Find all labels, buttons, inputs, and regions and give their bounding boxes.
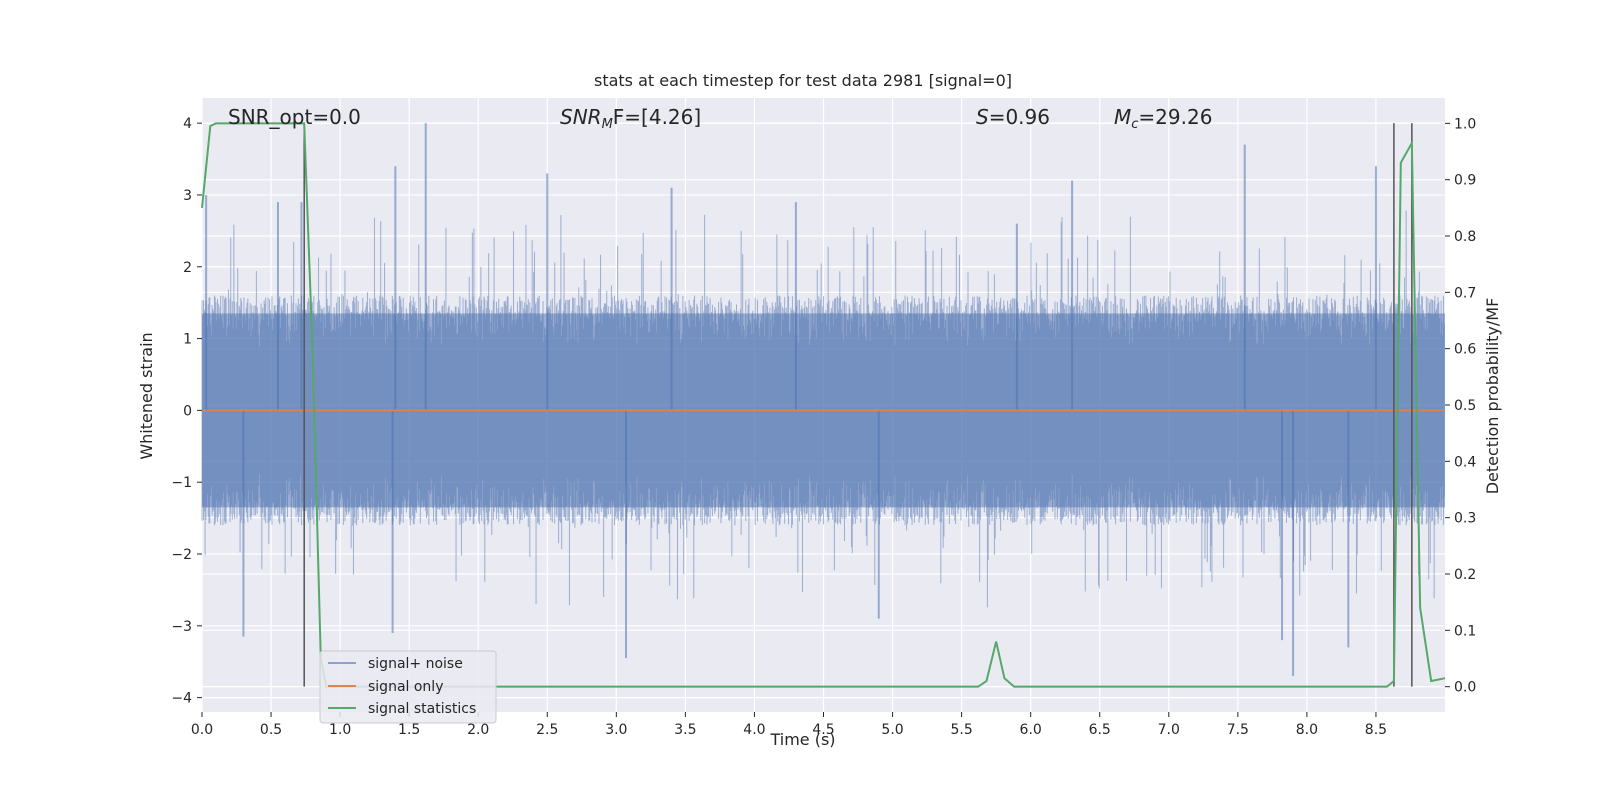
annotation-mc-sub: c	[1131, 117, 1138, 132]
annotation-mc-base: M	[1114, 105, 1131, 129]
y-left-axis-ticks: 4 3 2 1 0 −1 −2 −3 −4	[171, 116, 202, 707]
annotation-mc-val: =29.26	[1138, 105, 1212, 129]
annotation-s-val: =0.96	[989, 105, 1050, 129]
x-tick-label: 5.5	[950, 722, 972, 738]
y-left-tick-label: 3	[183, 188, 192, 204]
y-left-tick-label: −1	[171, 475, 192, 491]
y-right-tick-label: 0.1	[1454, 623, 1476, 639]
y-right-axis-ticks: 1.0 0.9 0.8 0.7 0.6 0.5 0.4 0.3 0.2 0.1 0.0	[1445, 116, 1476, 696]
vertical-markers	[303, 123, 1413, 687]
legend-label-signal-only: signal only	[368, 679, 443, 695]
annotation-snr-mf-rest: F=[4.26]	[613, 105, 701, 129]
y-right-tick-label: 0.4	[1454, 454, 1476, 470]
x-tick-label: 7.5	[1227, 722, 1249, 738]
x-tick-label: 5.0	[881, 722, 903, 738]
y-right-tick-label: 0.6	[1454, 342, 1476, 358]
y-right-tick-label: 0.8	[1454, 229, 1476, 245]
x-tick-label: 4.5	[812, 722, 834, 738]
x-tick-label: 1.0	[329, 722, 351, 738]
y-left-tick-label: −4	[171, 691, 192, 707]
legend-label-signal-statistics: signal statistics	[368, 701, 476, 717]
x-tick-label: 7.0	[1158, 722, 1180, 738]
legend-label-signal-noise: signal+ noise	[368, 656, 463, 672]
x-tick-label: 3.5	[674, 722, 696, 738]
x-tick-label: 0.0	[191, 722, 213, 738]
y-left-tick-label: −3	[171, 619, 192, 635]
annotation-s-var: S	[976, 105, 989, 129]
y-left-axis-label: Whitened strain	[137, 332, 156, 459]
legend-box	[319, 650, 497, 724]
x-tick-label: 8.0	[1296, 722, 1318, 738]
annotation-mc: Mc=29.26	[1114, 105, 1212, 132]
legend: signal+ noise signal only signal statist…	[319, 650, 497, 724]
y-right-tick-label: 0.9	[1454, 173, 1476, 189]
y-left-tick-label: −2	[171, 547, 192, 563]
y-left-tick-label: 4	[183, 116, 192, 132]
x-tick-label: 1.5	[398, 722, 420, 738]
y-left-tick-label: 2	[183, 260, 192, 276]
x-tick-label: 6.5	[1089, 722, 1111, 738]
x-axis-label: Time (s)	[769, 730, 835, 749]
y-right-tick-label: 0.7	[1454, 285, 1476, 301]
annotation-snr-mf-sub: M	[602, 117, 613, 132]
y-left-tick-label: 0	[183, 403, 192, 419]
x-axis-ticks: 0.0 0.5 1.0 1.5 2.0 2.5 3.0 3.5 4.0 4.5 5.0 5.5 6.0 6…	[191, 712, 1387, 738]
x-tick-label: 3.0	[605, 722, 627, 738]
x-tick-label: 2.0	[467, 722, 489, 738]
y-right-tick-label: 0.3	[1454, 511, 1476, 527]
y-right-axis-label: Detection probability/MF	[1483, 298, 1502, 495]
y-right-tick-label: 0.2	[1454, 567, 1476, 583]
y-right-tick-label: 1.0	[1454, 116, 1476, 132]
y-left-tick-label: 1	[183, 332, 192, 348]
annotation-snr-mf-base: SNR	[560, 105, 602, 129]
chart-title: stats at each timestep for test data 298…	[594, 71, 1012, 90]
x-tick-label: 0.5	[260, 722, 282, 738]
x-tick-label: 6.0	[1020, 722, 1042, 738]
annotation-snr-opt: SNR_opt=0.0	[228, 105, 361, 129]
x-tick-label: 2.5	[536, 722, 558, 738]
x-tick-label: 8.5	[1365, 722, 1387, 738]
y-right-tick-label: 0.5	[1454, 398, 1476, 414]
series-signal-statistics-line	[201, 122, 1446, 688]
y-right-tick-label: 0.0	[1454, 680, 1476, 696]
x-tick-label: 4.0	[743, 722, 765, 738]
annotation-s: S=0.96	[976, 105, 1050, 129]
annotation-snr-mf: SNRMF=[4.26]	[560, 105, 701, 132]
